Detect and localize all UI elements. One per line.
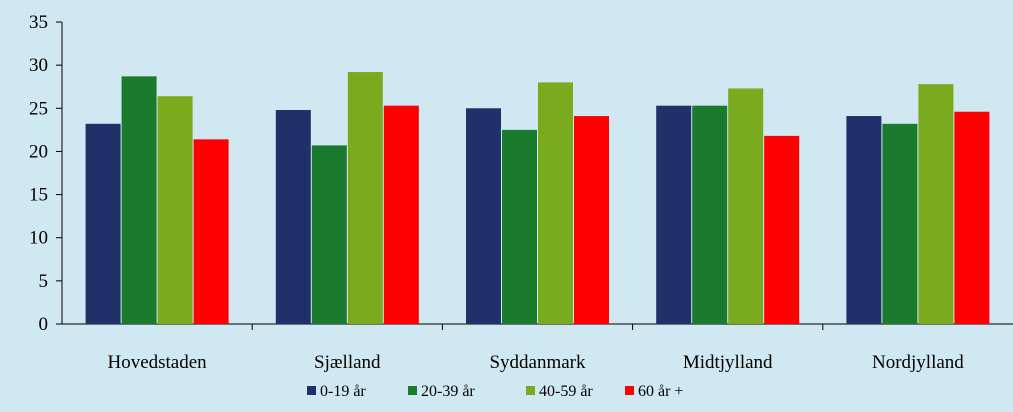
- legend-swatch: [625, 386, 634, 395]
- bar: [574, 116, 609, 325]
- legend: 0-19 år 20-39 år 40-59 år 60 år +: [307, 383, 683, 400]
- y-tick-label: 35: [29, 12, 48, 33]
- legend-label: 60 år +: [638, 383, 683, 400]
- bar: [502, 129, 537, 324]
- x-axis: Hovedstaden Sjælland Syddanmark Midtjylland…: [62, 323, 1013, 373]
- bar: [656, 105, 692, 324]
- bar: [882, 123, 918, 325]
- legend-label: 20-39 år: [421, 383, 475, 400]
- y-tick-label: 30: [29, 55, 48, 76]
- legend-swatch: [408, 386, 417, 395]
- bar: [728, 88, 764, 324]
- bar: [764, 135, 800, 324]
- bar: [85, 123, 121, 325]
- legend-label: 0-19 år: [320, 383, 366, 400]
- bar: [538, 82, 573, 325]
- legend-swatch: [526, 386, 535, 395]
- category-label: Nordjylland: [872, 352, 964, 373]
- bar: [954, 111, 990, 324]
- category-label: Syddanmark: [489, 352, 586, 373]
- category-label: Midtjylland: [683, 352, 773, 373]
- legend-label: 40-59 år: [539, 383, 593, 400]
- bar: [121, 76, 157, 324]
- bar: [275, 110, 311, 324]
- bar: [846, 116, 882, 325]
- bar: [347, 72, 383, 324]
- y-tick-label: 10: [29, 228, 48, 249]
- y-tick-label: 15: [29, 185, 48, 206]
- y-tick-label: 5: [39, 271, 49, 292]
- bar: [692, 105, 728, 324]
- bar: [383, 105, 419, 324]
- bar: [918, 84, 954, 324]
- y-axis: 0 5 10 15 20 25 30 35: [29, 12, 63, 335]
- y-tick-label: 0: [39, 314, 49, 335]
- bar: [193, 139, 229, 324]
- y-tick-label: 20: [29, 141, 48, 162]
- category-label: Hovedstaden: [107, 352, 207, 373]
- bars: [85, 72, 990, 325]
- category-label: Sjælland: [314, 352, 381, 373]
- bar: [157, 96, 193, 324]
- y-tick-label: 25: [29, 98, 48, 119]
- bar: [466, 108, 501, 325]
- legend-swatch: [307, 386, 316, 395]
- bar: [311, 145, 347, 324]
